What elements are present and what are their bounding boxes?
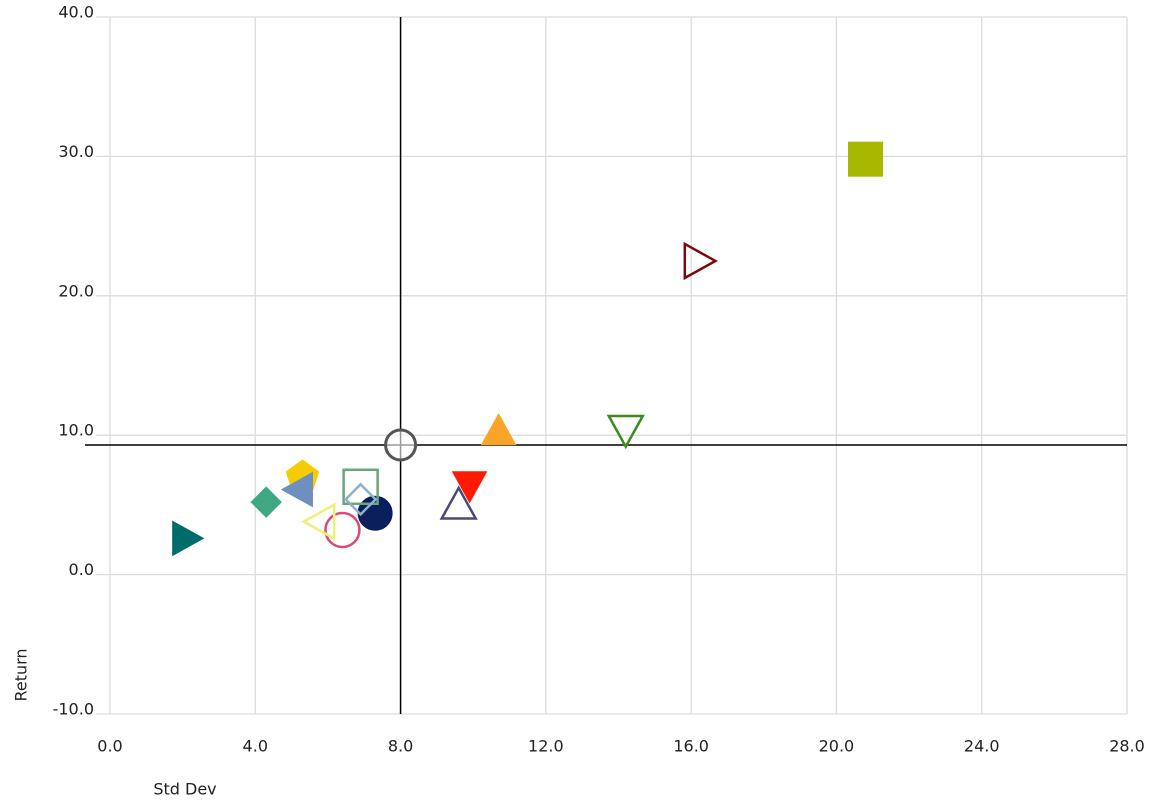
x-tick-label: 0.0 [97, 737, 122, 756]
point [343, 482, 378, 517]
y-axis-label: Return [12, 648, 31, 701]
point [324, 511, 361, 549]
y-tick-label: 0.0 [69, 560, 94, 579]
x-tick-label: 20.0 [819, 737, 855, 756]
point [172, 520, 205, 557]
y-tick-label: -10.0 [53, 700, 94, 719]
point [451, 471, 488, 504]
x-axis-label: Std Dev [153, 780, 216, 799]
y-tick-label: 30.0 [58, 142, 94, 161]
point [847, 141, 883, 177]
x-tick-label: 16.0 [673, 737, 709, 756]
x-tick-label: 8.0 [388, 737, 413, 756]
x-tick-label: 12.0 [528, 737, 564, 756]
x-tick-label: 28.0 [1109, 737, 1145, 756]
point [250, 486, 282, 518]
y-tick-label: 40.0 [58, 3, 94, 22]
point [280, 471, 313, 508]
point [683, 241, 718, 281]
x-tick-label: 24.0 [964, 737, 1000, 756]
reference-point [384, 428, 418, 462]
y-tick-label: 10.0 [58, 421, 94, 440]
point [606, 414, 645, 450]
x-tick-label: 4.0 [243, 737, 268, 756]
y-tick-label: 20.0 [58, 281, 94, 300]
point [301, 502, 336, 541]
point [439, 485, 478, 520]
point [480, 412, 517, 446]
point [342, 468, 379, 506]
